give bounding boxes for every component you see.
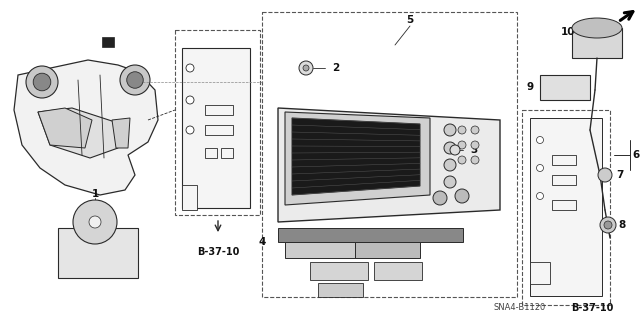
Bar bbox=[205, 125, 233, 135]
Circle shape bbox=[433, 191, 447, 205]
Circle shape bbox=[444, 124, 456, 136]
Text: 10: 10 bbox=[561, 27, 575, 37]
Bar bbox=[552, 175, 576, 185]
Circle shape bbox=[444, 142, 456, 154]
Bar bbox=[175, 30, 260, 215]
Bar bbox=[310, 262, 368, 280]
Bar bbox=[262, 12, 517, 297]
Circle shape bbox=[186, 64, 194, 72]
Text: 6: 6 bbox=[632, 150, 639, 160]
Text: 2: 2 bbox=[332, 63, 340, 73]
Circle shape bbox=[458, 141, 466, 149]
Bar bbox=[205, 148, 217, 158]
Circle shape bbox=[26, 66, 58, 98]
Circle shape bbox=[450, 145, 460, 155]
Bar bbox=[221, 148, 233, 158]
Bar bbox=[540, 75, 590, 100]
Bar bbox=[522, 110, 610, 305]
Text: 8: 8 bbox=[618, 220, 626, 230]
Text: 4: 4 bbox=[259, 237, 266, 247]
Circle shape bbox=[127, 72, 143, 88]
Circle shape bbox=[73, 200, 117, 244]
Bar bbox=[552, 155, 576, 165]
Circle shape bbox=[33, 73, 51, 91]
Bar bbox=[530, 118, 602, 296]
Bar bbox=[182, 185, 197, 210]
Bar bbox=[318, 283, 363, 297]
Circle shape bbox=[299, 61, 313, 75]
Circle shape bbox=[471, 126, 479, 134]
Circle shape bbox=[186, 126, 194, 134]
Circle shape bbox=[444, 159, 456, 171]
Polygon shape bbox=[292, 118, 420, 195]
Bar bbox=[374, 262, 422, 280]
Circle shape bbox=[600, 217, 616, 233]
Bar bbox=[285, 242, 415, 258]
Circle shape bbox=[444, 176, 456, 188]
Polygon shape bbox=[278, 108, 500, 222]
Circle shape bbox=[303, 65, 309, 71]
Circle shape bbox=[458, 126, 466, 134]
Bar bbox=[278, 228, 463, 242]
Text: B-37-10: B-37-10 bbox=[571, 303, 613, 313]
Polygon shape bbox=[38, 108, 92, 148]
Text: 1: 1 bbox=[92, 189, 99, 199]
Circle shape bbox=[186, 96, 194, 104]
Text: SNA4-B1120: SNA4-B1120 bbox=[494, 303, 546, 313]
Circle shape bbox=[120, 65, 150, 95]
Text: 7: 7 bbox=[616, 170, 624, 180]
Bar bbox=[355, 242, 420, 258]
Bar bbox=[102, 37, 114, 47]
Circle shape bbox=[89, 216, 101, 228]
Polygon shape bbox=[285, 112, 430, 205]
Bar bbox=[182, 48, 250, 208]
Circle shape bbox=[455, 189, 469, 203]
Circle shape bbox=[536, 165, 543, 172]
Circle shape bbox=[458, 156, 466, 164]
Bar bbox=[552, 200, 576, 210]
Circle shape bbox=[598, 168, 612, 182]
Polygon shape bbox=[14, 60, 158, 195]
Circle shape bbox=[471, 156, 479, 164]
Bar bbox=[530, 262, 550, 284]
Circle shape bbox=[536, 137, 543, 144]
Polygon shape bbox=[38, 108, 118, 158]
Text: B-37-10: B-37-10 bbox=[197, 247, 239, 257]
Ellipse shape bbox=[572, 18, 622, 38]
Circle shape bbox=[471, 141, 479, 149]
Circle shape bbox=[536, 192, 543, 199]
Bar bbox=[205, 105, 233, 115]
Text: 3: 3 bbox=[470, 145, 477, 155]
Polygon shape bbox=[112, 118, 130, 148]
Text: FR.: FR. bbox=[589, 18, 611, 28]
Bar bbox=[572, 28, 622, 58]
Text: 9: 9 bbox=[527, 82, 534, 92]
Circle shape bbox=[604, 221, 612, 229]
Bar bbox=[58, 228, 138, 278]
Text: 5: 5 bbox=[406, 15, 413, 25]
